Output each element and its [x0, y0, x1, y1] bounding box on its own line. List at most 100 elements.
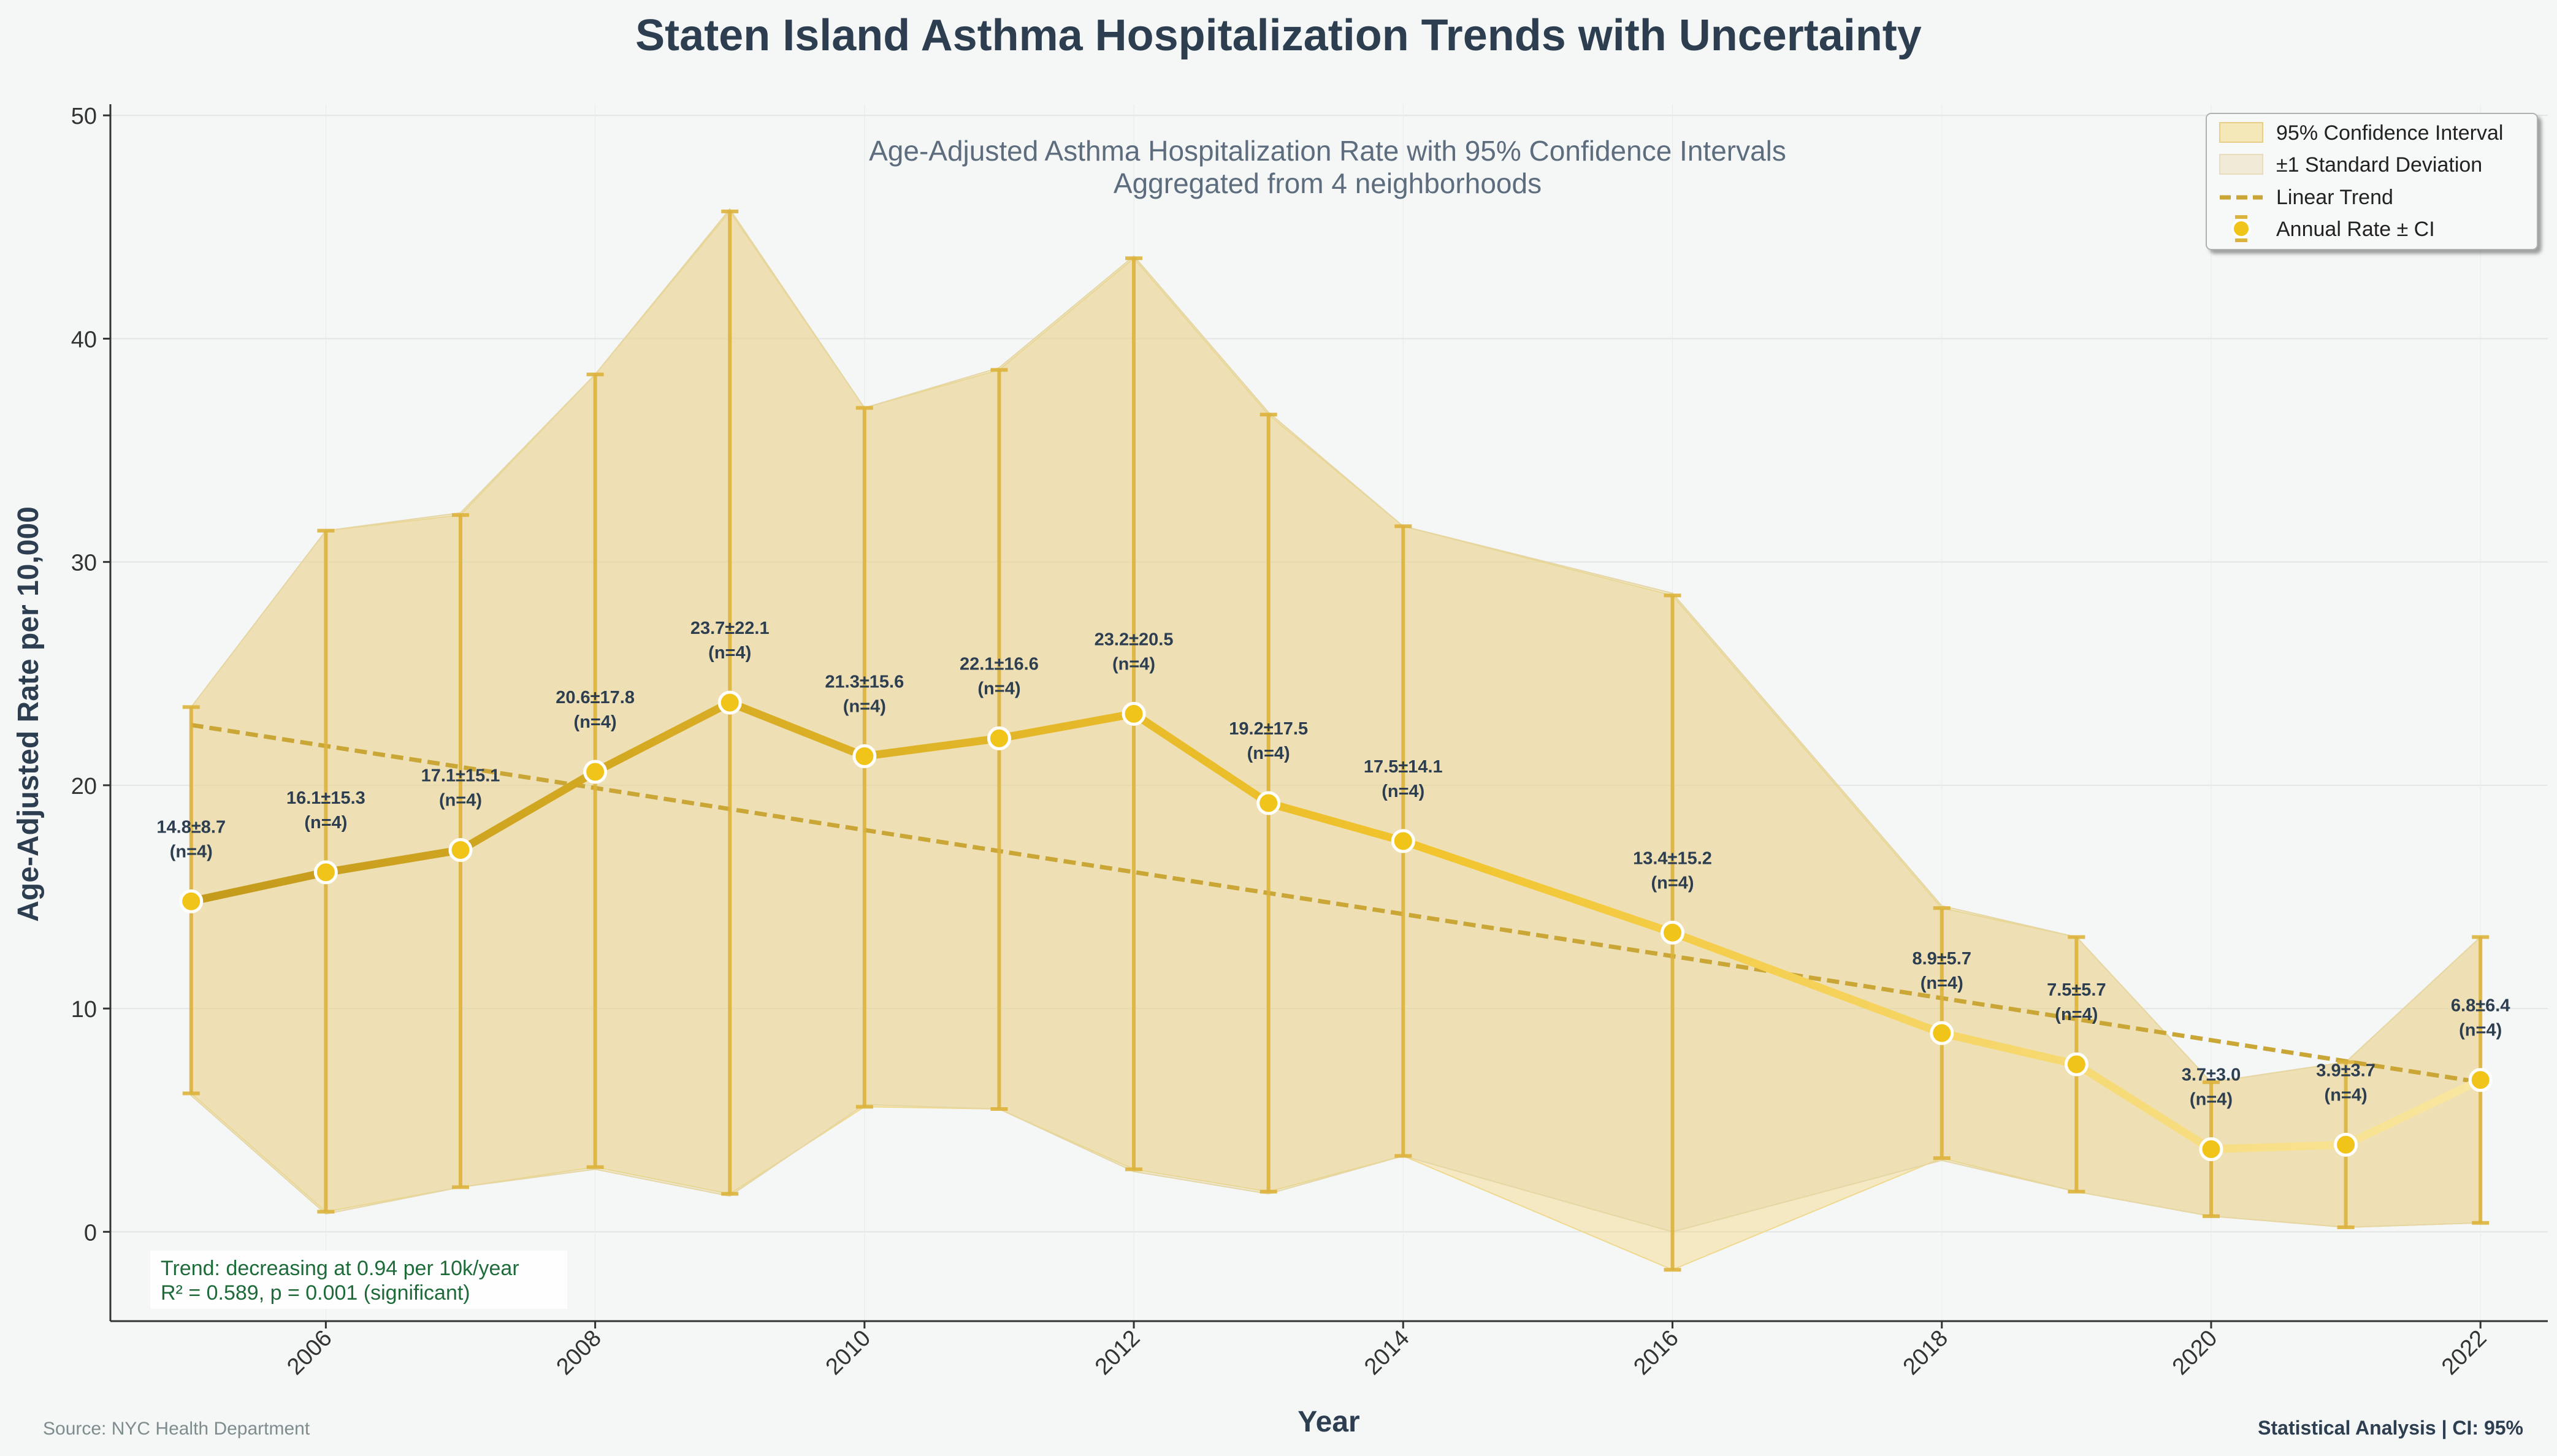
data-label-n: (n=4): [1247, 744, 1290, 763]
rate-point: [852, 744, 877, 769]
chart-title: Staten Island Asthma Hospitalization Tre…: [635, 11, 1922, 60]
x-tick-label: 2012: [1090, 1325, 1145, 1380]
data-label-n: (n=4): [1921, 974, 1963, 993]
rate-point: [1122, 701, 1146, 726]
data-label: 17.1±15.1: [421, 766, 500, 785]
legend: 95% Confidence Interval ±1 Standard Devi…: [2206, 113, 2538, 250]
x-tick-label: 2014: [1359, 1325, 1414, 1380]
data-label-n: (n=4): [304, 813, 347, 833]
y-tick-label: 40: [71, 327, 97, 353]
y-tick-label: 20: [71, 774, 97, 799]
data-label: 22.1±16.6: [960, 654, 1039, 674]
rate-point: [1661, 920, 1685, 945]
legend-swatch-marker: [2231, 219, 2251, 238]
x-tick-label: 2022: [2437, 1325, 2491, 1380]
data-label: 17.5±14.1: [1364, 757, 1443, 777]
y-ticks: 0 10 20 30 40 50: [71, 104, 110, 1246]
rate-line-segment: [591, 698, 734, 776]
rate-line-segment: [1264, 799, 1407, 845]
legend-label-rate: Annual Rate ± CI: [2276, 218, 2435, 241]
chart-subtitle-line-1: Age-Adjusted Asthma Hospitalization Rate…: [869, 135, 1786, 167]
y-tick-label: 10: [71, 997, 97, 1023]
data-label: 3.7±3.0: [2182, 1065, 2241, 1085]
rate-markers: [179, 690, 2493, 1162]
plot-background: [110, 104, 2548, 1321]
data-label-n: (n=4): [2325, 1085, 2368, 1105]
trend-annotation-line-2: R² = 0.589, p = 0.001 (significant): [161, 1281, 470, 1305]
rate-line-segment: [860, 734, 1003, 761]
rate-point: [2064, 1052, 2089, 1077]
uncertainty-bands: [190, 208, 2482, 1271]
data-label-n: (n=4): [977, 679, 1020, 698]
rate-line-segment: [2342, 1076, 2485, 1149]
rate-point: [313, 860, 338, 885]
data-label: 6.8±6.4: [2451, 996, 2510, 1016]
rate-point: [583, 760, 608, 784]
data-label-n: (n=4): [843, 697, 886, 717]
data-label-n: (n=4): [439, 790, 482, 810]
x-tick-label: 2008: [551, 1325, 606, 1380]
rate-point: [1256, 791, 1281, 815]
legend-label-ci: 95% Confidence Interval: [2276, 121, 2503, 145]
legend-box: [2206, 113, 2538, 250]
rate-line-segment: [321, 845, 465, 877]
trend-annotation: Trend: decreasing at 0.94 per 10k/year R…: [150, 1251, 567, 1309]
chart-subtitle-line-2: Aggregated from 4 neighborhoods: [1114, 167, 1542, 199]
data-label: 19.2±17.5: [1229, 719, 1308, 739]
y-tick-label: 50: [71, 104, 97, 129]
x-tick-label: 2018: [1898, 1325, 1953, 1380]
trend-annotation-line-1: Trend: decreasing at 0.94 per 10k/year: [161, 1257, 519, 1280]
legend-label-trend: Linear Trend: [2276, 186, 2393, 209]
rate-line-segment: [995, 709, 1138, 742]
x-tick-label: 2006: [282, 1325, 337, 1380]
x-axis-label: Year: [1298, 1406, 1359, 1438]
rate-point: [179, 889, 204, 913]
x-tick-label: 2016: [1629, 1325, 1683, 1380]
rate-point: [2334, 1132, 2358, 1157]
legend-swatch-sd: [2219, 154, 2263, 175]
data-label-n: (n=4): [170, 842, 213, 861]
rate-point: [448, 837, 473, 862]
data-label: 23.7±22.1: [690, 619, 770, 638]
rate-line-segment: [1399, 837, 1677, 937]
x-tick-label: 2010: [821, 1325, 876, 1380]
data-label-n: (n=4): [2055, 1005, 2098, 1024]
data-label: 8.9±5.7: [1912, 949, 1971, 969]
x-ticks: 2006 2008 2010 2012 2014 2016 2018 2020 2022: [282, 1321, 2492, 1380]
data-label: 21.3±15.6: [825, 673, 904, 692]
data-label: 7.5±5.7: [2047, 980, 2106, 1000]
data-label-n: (n=4): [2190, 1090, 2233, 1110]
data-labels: 14.8±8.7 (n=4) 16.1±15.3 (n=4) 17.1±15.1 (n=4…: [156, 619, 2510, 1109]
y-tick-label: 30: [71, 551, 97, 576]
rate-line-segment: [1668, 928, 1946, 1037]
data-label-n: (n=4): [2459, 1021, 2502, 1040]
data-label-n: (n=4): [1112, 654, 1155, 674]
data-label-n: (n=4): [1382, 782, 1424, 801]
rate-line-segment: [456, 768, 600, 854]
y-axis-label: Age-Adjusted Rate per 10,000: [12, 506, 45, 922]
rate-line-segment: [1129, 709, 1273, 807]
rate-line: [187, 698, 2485, 1154]
source-note: Source: NYC Health Department: [43, 1419, 310, 1439]
y-tick-label: 0: [84, 1220, 97, 1246]
rate-point: [2199, 1137, 2223, 1162]
rate-line-segment: [2072, 1060, 2215, 1154]
rate-line-segment: [725, 698, 869, 761]
data-label-n: (n=4): [574, 712, 617, 732]
data-label: 13.4±15.2: [1633, 848, 1712, 868]
rate-line-segment: [2207, 1140, 2350, 1154]
trend-annotation-box: [150, 1251, 567, 1309]
data-label: 23.2±20.5: [1095, 630, 1174, 649]
rate-point: [2468, 1068, 2493, 1092]
rate-point: [717, 690, 742, 715]
data-label: 16.1±15.3: [286, 788, 365, 808]
plot-area: 14.8±8.7 (n=4) 16.1±15.3 (n=4) 17.1±15.1 (n=4…: [110, 104, 2548, 1321]
legend-swatch-ci: [2219, 122, 2263, 143]
rate-line-segment: [187, 868, 330, 905]
legend-label-sd: ±1 Standard Deviation: [2276, 153, 2482, 177]
data-label: 3.9±3.7: [2316, 1061, 2375, 1080]
rate-point: [1391, 829, 1415, 853]
data-label-n: (n=4): [1651, 873, 1694, 893]
data-label: 14.8±8.7: [156, 817, 226, 837]
